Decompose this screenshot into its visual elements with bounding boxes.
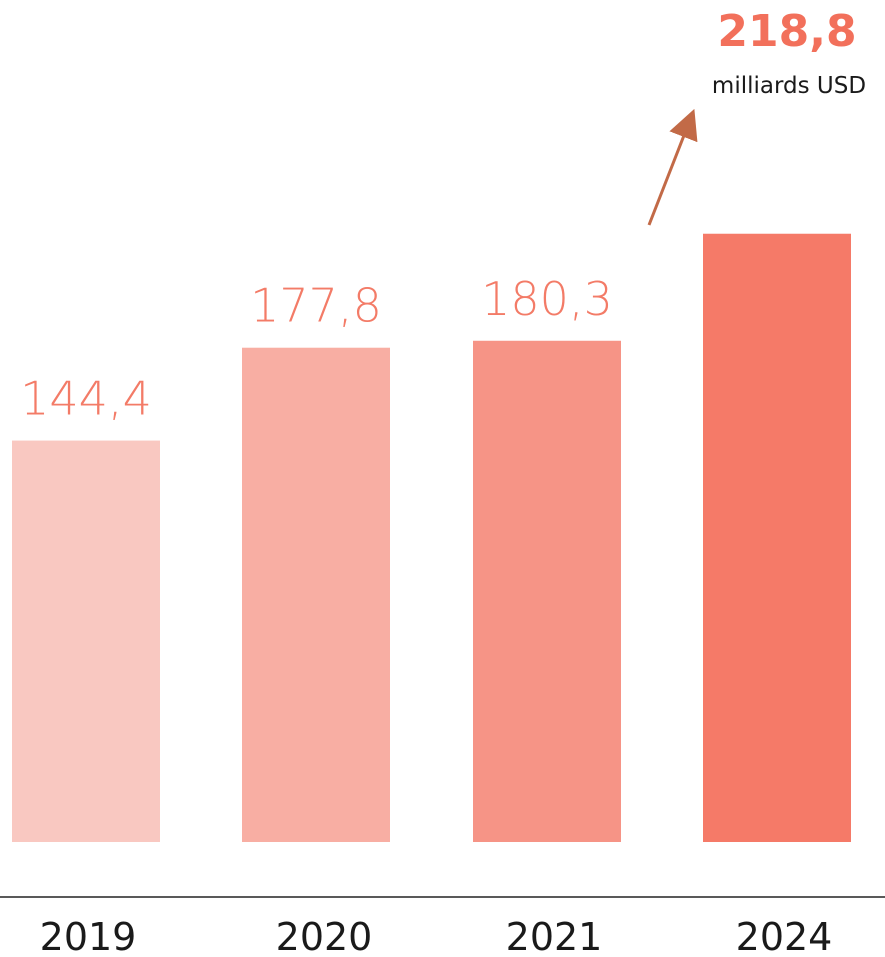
unit-label: milliards USD xyxy=(712,73,866,99)
category-label-2024: 2024 xyxy=(736,915,833,957)
category-label-2020: 2020 xyxy=(276,915,373,957)
value-label-2024: 218,8 xyxy=(717,6,856,57)
value-label-2020: 177,8 xyxy=(250,279,382,333)
bar-2024 xyxy=(703,233,851,843)
labels-layer: 144,4 177,8 180,3 218,8 milliards USD xyxy=(20,6,866,426)
category-labels-layer: 2019 2020 2021 2024 xyxy=(40,915,833,957)
bar-2019 xyxy=(12,440,160,842)
growth-arrow xyxy=(647,108,698,226)
bar-2021 xyxy=(473,340,621,842)
category-label-2021: 2021 xyxy=(506,915,603,957)
value-label-2019: 144,4 xyxy=(20,372,152,426)
bar-2020 xyxy=(242,347,390,842)
value-label-2021: 180,3 xyxy=(481,272,613,326)
category-label-2019: 2019 xyxy=(40,915,137,957)
bars-layer xyxy=(12,233,851,843)
